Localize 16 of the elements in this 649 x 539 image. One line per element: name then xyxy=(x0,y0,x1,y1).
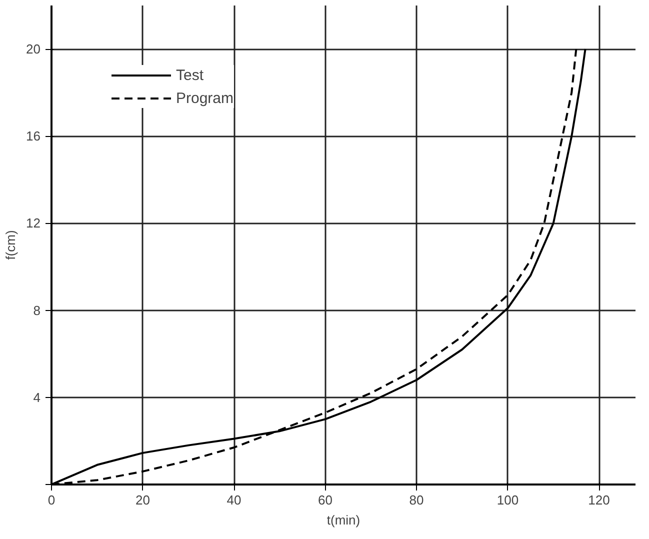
y-tick-label: 12 xyxy=(26,216,41,231)
legend-label: Program xyxy=(176,90,234,106)
y-tick-label: 20 xyxy=(26,42,41,57)
y-tick-label: 4 xyxy=(33,390,41,405)
x-tick-label: 120 xyxy=(588,492,610,508)
x-tick-label: 0 xyxy=(48,492,56,508)
legend-label: Test xyxy=(176,66,204,84)
y-tick-label: 16 xyxy=(26,128,41,144)
y-tick-label: 8 xyxy=(33,302,41,318)
x-tick-label: 100 xyxy=(496,492,519,508)
x-tick-label: 40 xyxy=(226,492,242,508)
x-tick-label: 20 xyxy=(136,492,150,508)
y-axis-title: f(cm) xyxy=(3,230,18,260)
x-tick-label: 60 xyxy=(318,492,332,508)
x-tick-label: 80 xyxy=(409,492,424,508)
x-axis-title: t(min) xyxy=(326,512,360,528)
